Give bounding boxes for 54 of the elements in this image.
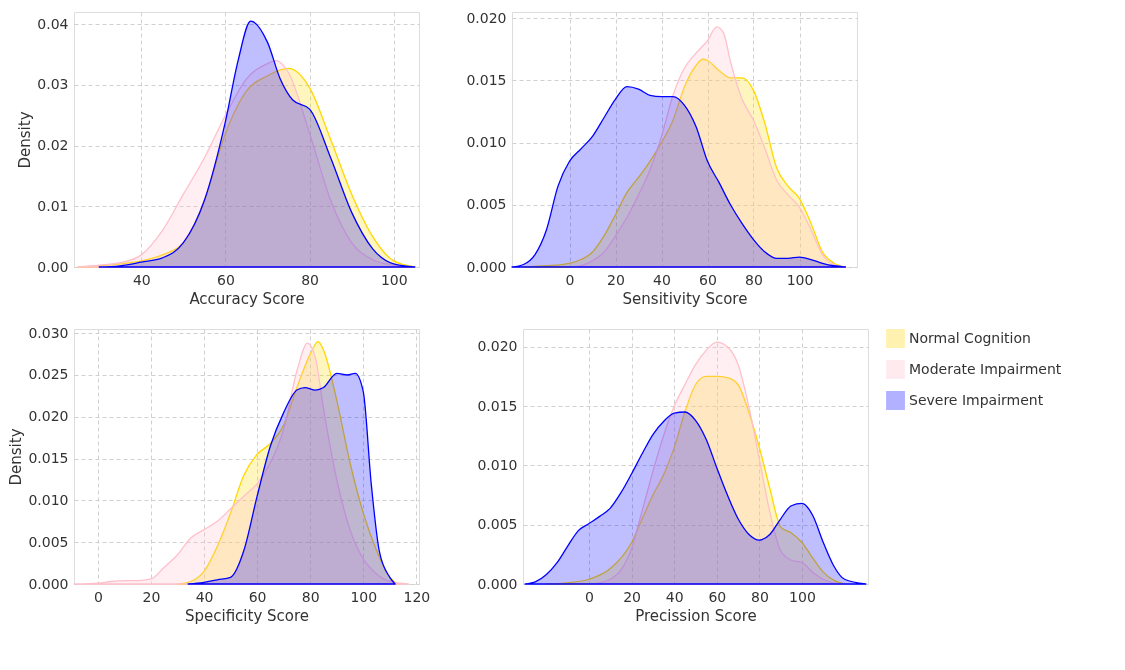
y-tick-label: 0.020 — [466, 9, 507, 26]
y-tick-label: 0.010 — [466, 134, 507, 151]
y-tick-label: 0.025 — [28, 366, 69, 383]
y-tick-label: 0.010 — [477, 456, 518, 473]
x-tick-label: 60 — [217, 271, 235, 288]
y-tick-label: 0.015 — [466, 71, 507, 88]
x-tick-label: 0 — [565, 271, 575, 288]
y-tick-label: 0.005 — [477, 516, 518, 533]
y-axis-title: Density — [16, 111, 35, 169]
x-tick-label: 100 — [380, 271, 408, 288]
x-tick-label: 40 — [132, 271, 151, 288]
y-tick-label: 0.015 — [477, 397, 518, 414]
x-axis-title: Sensitivity Score — [622, 289, 748, 308]
y-tick-label: 0.020 — [28, 408, 69, 425]
y-tick-label: 0.020 — [477, 338, 518, 355]
x-tick-label: 80 — [745, 271, 763, 288]
x-tick-label: 100 — [789, 588, 816, 605]
legend-label: Normal Cognition — [909, 329, 1031, 346]
y-tick-label: 0.03 — [37, 76, 69, 93]
x-tick-label: 60 — [699, 271, 717, 288]
x-tick-label: 80 — [750, 588, 769, 605]
y-tick-label: 0.04 — [37, 15, 69, 32]
x-tick-label: 60 — [248, 588, 267, 605]
legend-label: Severe Impairment — [909, 391, 1044, 408]
x-tick-label: 0 — [585, 588, 594, 605]
x-tick-label: 80 — [301, 271, 320, 288]
y-tick-label: 0.000 — [466, 258, 507, 275]
legend-label: Moderate Impairment — [909, 360, 1062, 377]
y-axis-title: Density — [7, 428, 26, 486]
x-tick-label: 20 — [607, 271, 625, 288]
x-axis-title: Accuracy Score — [189, 289, 305, 308]
x-tick-label: 0 — [93, 588, 103, 605]
x-tick-label: 20 — [142, 588, 161, 605]
y-tick-label: 0.030 — [28, 324, 69, 341]
y-tick-label: 0.00 — [37, 258, 69, 275]
y-tick-label: 0.02 — [37, 137, 69, 154]
x-tick-label: 120 — [403, 588, 431, 605]
x-tick-label: 40 — [653, 271, 671, 288]
y-tick-label: 0.005 — [28, 533, 69, 550]
x-tick-label: 60 — [708, 588, 727, 605]
x-tick-label: 80 — [301, 588, 320, 605]
y-tick-label: 0.015 — [28, 450, 69, 467]
x-tick-label: 40 — [195, 588, 214, 605]
x-tick-label: 100 — [786, 271, 814, 288]
x-tick-label: 100 — [350, 588, 378, 605]
y-tick-label: 0.01 — [37, 197, 69, 214]
x-tick-label: 40 — [665, 588, 684, 605]
x-axis-title: Specificity Score — [184, 606, 310, 625]
y-tick-label: 0.000 — [28, 575, 69, 592]
y-tick-label: 0.010 — [28, 491, 69, 508]
x-tick-label: 20 — [623, 588, 642, 605]
y-tick-label: 0.005 — [466, 196, 507, 213]
y-tick-label: 0.000 — [477, 575, 518, 592]
x-axis-title: Precission Score — [635, 606, 757, 625]
